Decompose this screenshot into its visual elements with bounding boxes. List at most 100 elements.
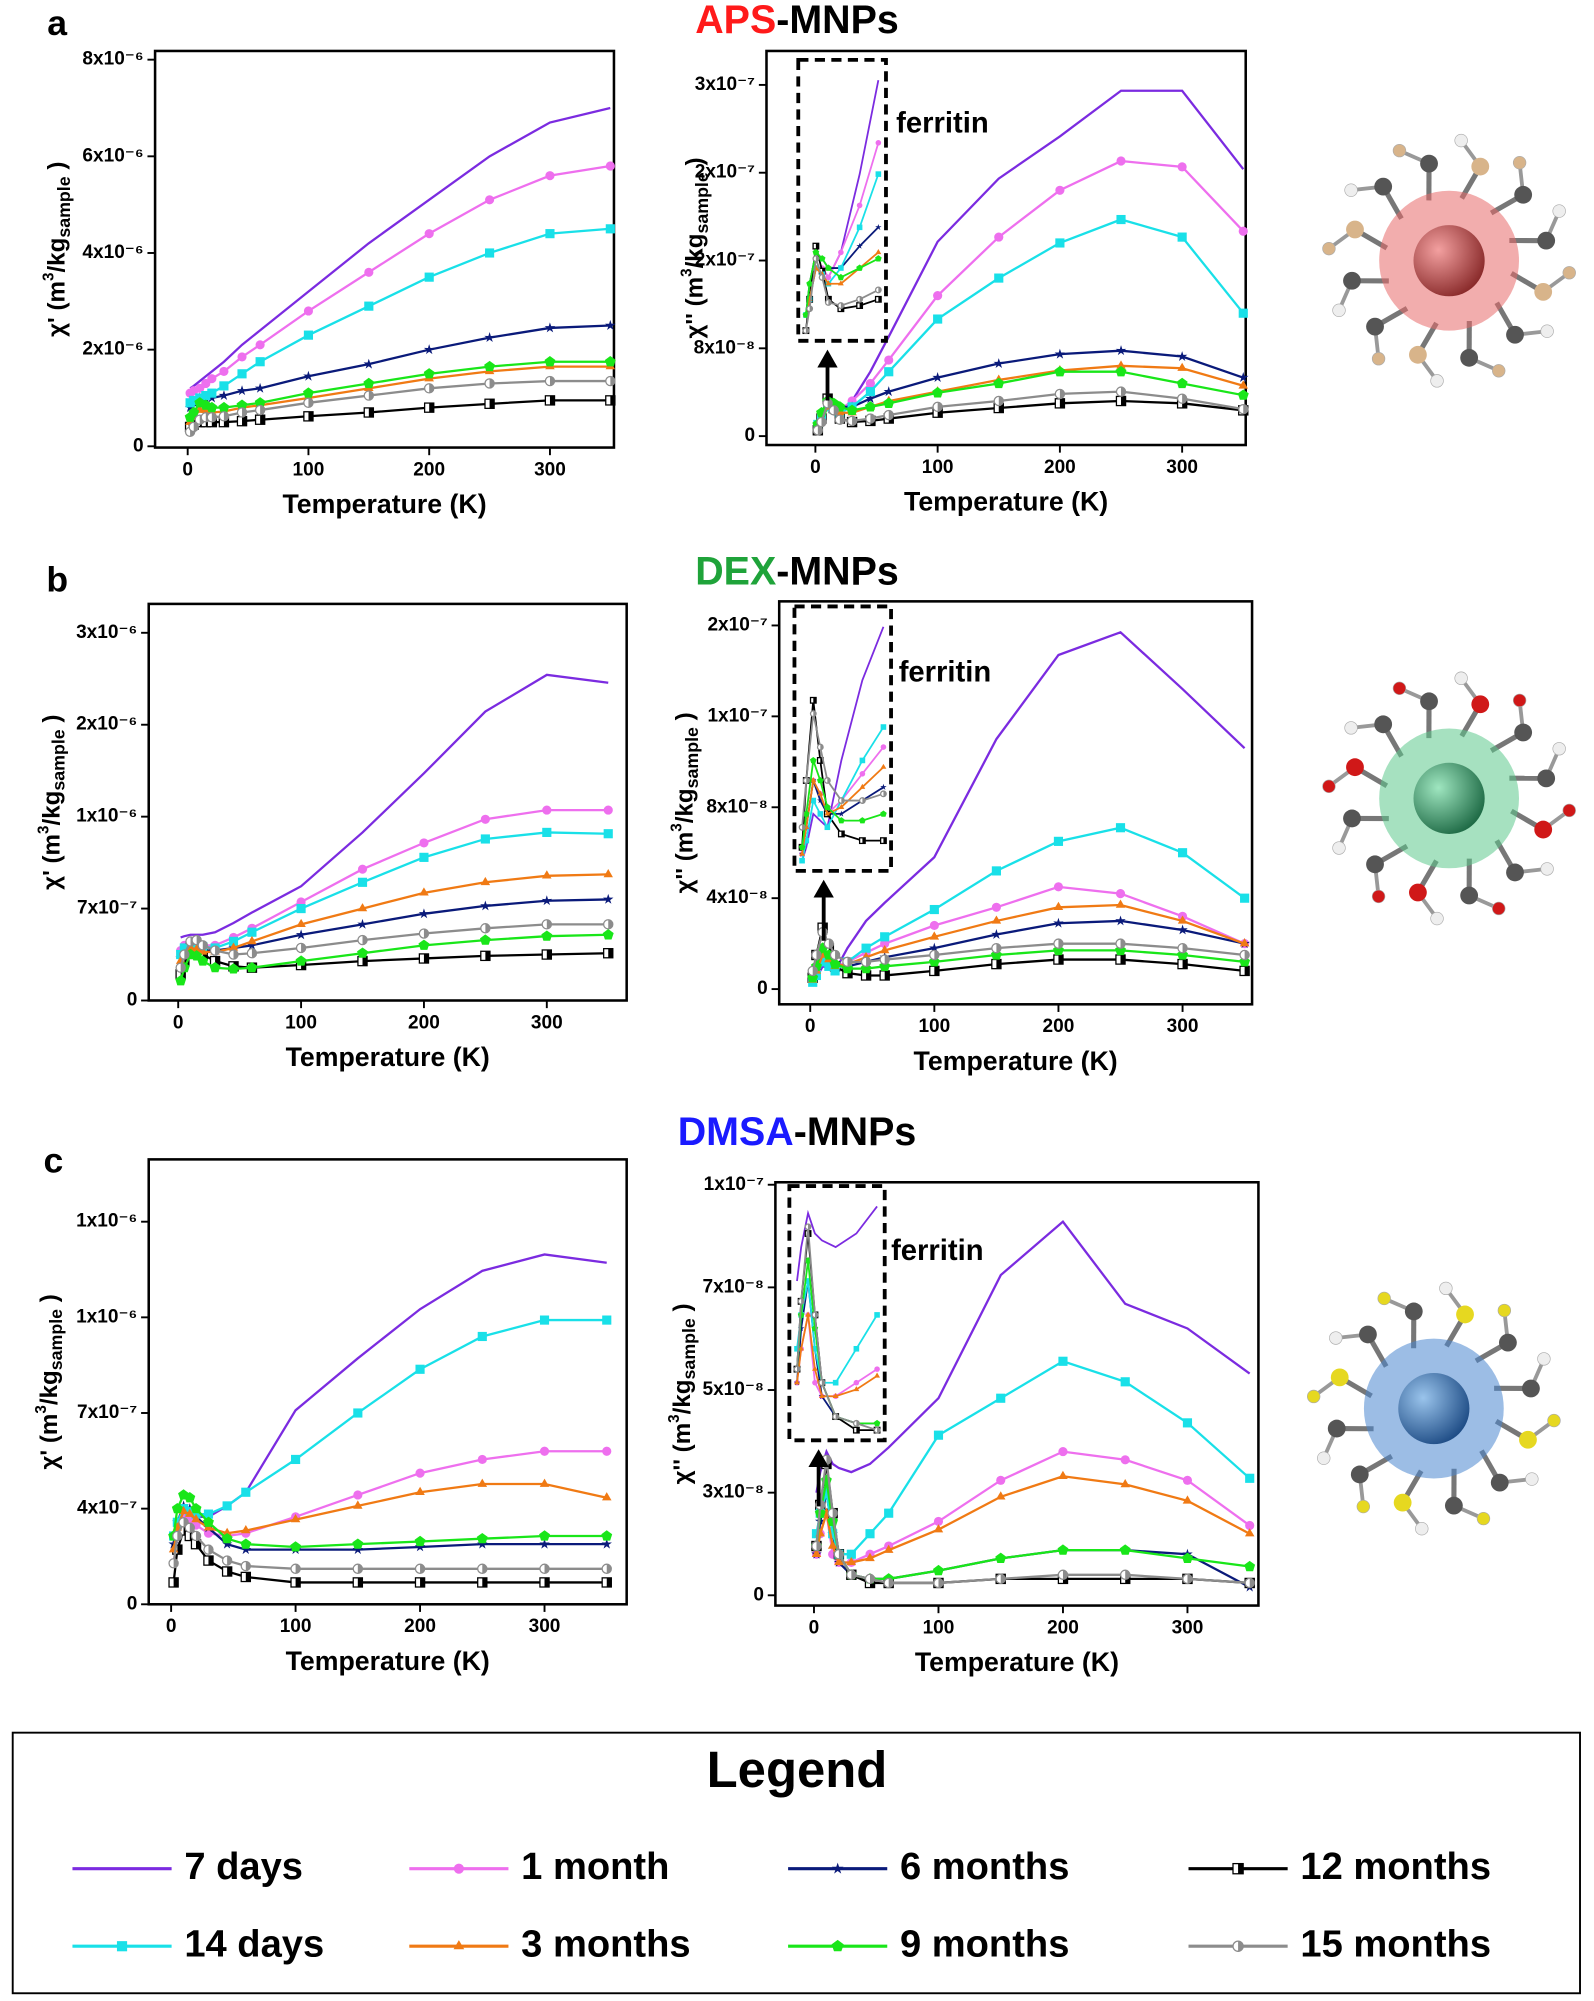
- marker-shape: [856, 242, 863, 249]
- marker-shape: [856, 1427, 860, 1433]
- marker-shape: [352, 1538, 364, 1549]
- marker-shape: [816, 1541, 822, 1551]
- marker-shape: [1238, 226, 1248, 236]
- marker: [605, 319, 616, 330]
- marker-shape: [1244, 1560, 1256, 1572]
- marker: [837, 280, 844, 286]
- marker-shape: [1053, 882, 1064, 892]
- marker: [477, 1454, 487, 1465]
- marker: [838, 817, 845, 824]
- marker-shape: [482, 1577, 487, 1588]
- marker-shape: [608, 948, 613, 958]
- marker-shape: [610, 376, 615, 386]
- marker-shape: [603, 893, 614, 904]
- y-tick-label: 4x10⁻⁸: [706, 887, 767, 908]
- marker: [352, 1563, 364, 1574]
- marker-shape: [1177, 924, 1188, 935]
- marker: [1239, 949, 1250, 961]
- marker: [827, 1540, 838, 1549]
- marker: [484, 360, 495, 372]
- marker: [539, 1446, 550, 1456]
- marker-shape: [995, 1552, 1007, 1563]
- marker-shape: [821, 1379, 825, 1386]
- y-axis-label: χ' (m3/kgsample ): [36, 715, 69, 890]
- marker-shape: [832, 1379, 839, 1386]
- atom: [1409, 883, 1427, 902]
- y-axis-label-part: /kg: [39, 791, 66, 826]
- marker: [995, 1491, 1006, 1500]
- marker: [203, 1509, 214, 1519]
- marker: [477, 1478, 488, 1487]
- marker-shape: [221, 1538, 233, 1549]
- y-tick-label: 2x10⁻⁷: [695, 162, 755, 183]
- marker: [424, 229, 434, 239]
- marker: [218, 411, 230, 422]
- marker: [1244, 1577, 1255, 1589]
- marker: [828, 405, 839, 416]
- marker: [823, 938, 835, 949]
- y-tick-label: 7x10⁻⁸: [703, 1276, 764, 1297]
- marker: [414, 1577, 426, 1588]
- marker: [1054, 388, 1066, 400]
- marker-shape: [852, 416, 857, 426]
- marker: [794, 1379, 800, 1385]
- marker-shape: [838, 1549, 844, 1559]
- marker-shape: [830, 966, 840, 976]
- atom: [1497, 1303, 1512, 1318]
- marker-shape: [610, 395, 615, 405]
- marker: [219, 381, 229, 391]
- marker-shape: [484, 360, 495, 372]
- marker: [1238, 380, 1248, 389]
- marker-shape: [1058, 1447, 1068, 1457]
- marker-shape: [874, 1312, 880, 1318]
- y-tick-label: 7x10⁻⁷: [77, 1402, 137, 1423]
- marker-shape: [1182, 1475, 1193, 1485]
- marker-shape: [856, 264, 863, 271]
- marker-shape: [353, 1408, 363, 1418]
- marker-shape: [245, 1572, 251, 1582]
- annotation: ferritin: [899, 657, 992, 689]
- marker: [290, 1577, 301, 1588]
- marker: [838, 803, 845, 809]
- marker: [798, 823, 806, 831]
- marker: [1054, 348, 1066, 359]
- marker-shape: [814, 1312, 818, 1318]
- marker-shape: [480, 900, 491, 911]
- legend-label: 7 days: [184, 1845, 303, 1888]
- marker-shape: [883, 791, 887, 797]
- marker: [246, 961, 258, 973]
- marker: [825, 264, 832, 271]
- marker: [254, 382, 266, 393]
- y-axis-label-part: 3: [669, 823, 686, 831]
- x-tick-label: 0: [810, 457, 821, 478]
- marker: [996, 1475, 1006, 1485]
- y-tick-label: 0: [127, 1593, 138, 1614]
- marker: [802, 327, 810, 335]
- marker-shape: [824, 824, 831, 831]
- y-tick-label: 1x10⁻⁶: [76, 806, 137, 827]
- marker-shape: [357, 864, 368, 874]
- marker-shape: [846, 1549, 856, 1559]
- atom: [1552, 204, 1566, 218]
- marker-shape: [1058, 939, 1064, 949]
- marker: [303, 387, 314, 398]
- marker: [804, 1223, 812, 1231]
- marker-shape: [837, 280, 844, 286]
- marker: [832, 1379, 839, 1386]
- atom: [1562, 803, 1576, 818]
- marker: [247, 935, 257, 945]
- marker-shape: [303, 370, 314, 381]
- marker: [303, 330, 314, 340]
- marker-shape: [1053, 836, 1064, 846]
- marker-shape: [221, 1532, 233, 1544]
- marker: [602, 1446, 612, 1456]
- legend-label: 6 months: [900, 1845, 1069, 1888]
- marker: [228, 963, 239, 974]
- marker: [603, 893, 614, 904]
- marker-shape: [602, 1446, 612, 1456]
- marker: [221, 1566, 233, 1577]
- marker: [859, 757, 866, 764]
- marker-shape: [177, 1545, 182, 1555]
- marker: [1058, 1447, 1068, 1457]
- marker-shape: [833, 405, 839, 415]
